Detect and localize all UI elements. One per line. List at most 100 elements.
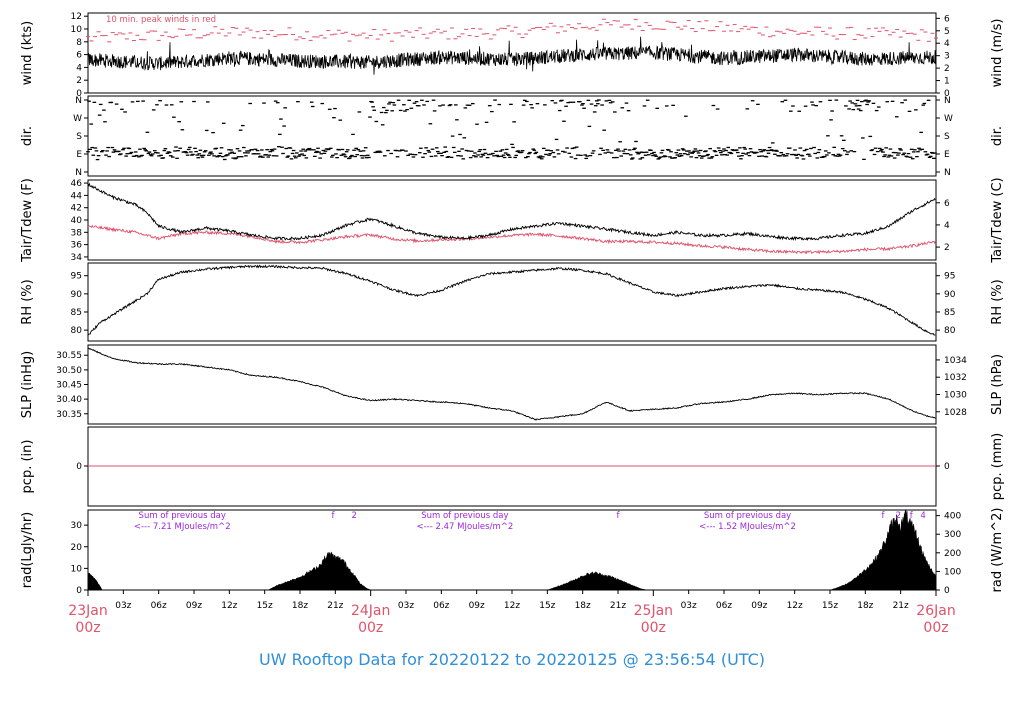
direction-panel	[87, 95, 937, 177]
y-tick-label: 80	[944, 326, 956, 336]
y-tick-label: 85	[71, 308, 82, 318]
x-tick-label: 06z	[433, 601, 449, 611]
y-tick-label: 100	[944, 567, 961, 577]
x-tick-label: 21z	[327, 601, 343, 611]
x-tick-label: 12z	[504, 601, 520, 611]
x-tick-label: 03z	[398, 601, 414, 611]
y-label-right: pcp. (mm)	[990, 433, 1005, 500]
y-tick-label: 30.50	[56, 366, 82, 376]
y-tick-label: 36	[71, 241, 83, 251]
radiation-annotation: f	[910, 511, 914, 521]
radiation-area	[87, 551, 371, 591]
x-tick-label: 15z	[257, 601, 273, 611]
y-tick-label: 6	[944, 199, 950, 209]
x-tick-label: 18z	[857, 601, 873, 611]
y-tick-label: 200	[944, 549, 961, 559]
radiation-area	[829, 510, 937, 591]
wind-annotation: 10 min. peak winds in red	[106, 15, 216, 25]
x-tick-label: 09z	[186, 601, 202, 611]
x-tick-label: 03z	[681, 601, 697, 611]
radiation-annotation: 4	[920, 511, 925, 521]
y-tick-label: 46	[71, 179, 83, 189]
x-tick-label: 18z	[575, 601, 591, 611]
direction-series	[86, 99, 937, 161]
y-tick-label: 1	[944, 77, 950, 87]
y-label-right: SLP (hPa)	[990, 354, 1005, 415]
y-tick-label: 1028	[944, 408, 967, 418]
x-tick-label: 09z	[469, 601, 485, 611]
y-label-left: dir.	[20, 126, 35, 146]
y-label-left: pcp. (in)	[20, 440, 35, 494]
radiation-annotation: 2	[896, 511, 901, 521]
radiation-annotation: Sum of previous day	[421, 511, 508, 521]
y-label-left: Tair/Tdew (F)	[20, 178, 35, 263]
x-hour-label: 00z	[641, 620, 666, 636]
y-tick-label: 2	[944, 243, 950, 253]
y-tick-label: 42	[71, 204, 82, 214]
y-tick-label: N	[75, 96, 82, 106]
series-line-tair	[87, 182, 936, 242]
gust-series	[86, 18, 938, 43]
y-tick-label: N	[944, 96, 951, 106]
y-tick-label: 0	[76, 462, 82, 472]
y-tick-label: 44	[71, 191, 83, 201]
y-tick-label: 85	[944, 308, 955, 318]
y-tick-label: 0	[76, 586, 82, 596]
y-tick-label: 0	[76, 89, 82, 99]
y-tick-label: 0	[944, 89, 950, 99]
wind-speed-line	[87, 36, 936, 75]
radiation-annotation: f	[617, 511, 621, 521]
x-tick-label: 03z	[115, 601, 131, 611]
y-tick-label: 2	[76, 76, 82, 86]
slp-line	[87, 347, 936, 421]
radiation-annotation: f	[331, 511, 335, 521]
x-day-label: 25Jan	[634, 603, 673, 619]
x-day-label: 26Jan	[916, 603, 955, 619]
y-tick-label: 80	[71, 326, 83, 336]
y-tick-label: 95	[71, 272, 82, 282]
y-tick-label: W	[73, 114, 82, 124]
y-tick-label: 34	[71, 253, 83, 263]
y-tick-label: 12	[71, 12, 82, 22]
y-tick-label: N	[75, 168, 82, 178]
temperature-panel	[87, 179, 937, 261]
y-tick-label: 20	[71, 543, 83, 553]
radiation-area	[547, 571, 648, 591]
y-tick-label: 3	[944, 52, 950, 62]
y-label-right: rad (W/m^2)	[990, 508, 1005, 593]
y-tick-label: E	[944, 150, 950, 160]
y-label-left: rad(Lgly/hr)	[20, 512, 35, 588]
x-hour-label: 00z	[923, 620, 948, 636]
y-tick-label: S	[944, 132, 950, 142]
radiation-annotation: <--- 2.47 MJoules/m^2	[416, 522, 513, 532]
y-tick-label: 1032	[944, 373, 967, 383]
y-tick-label: 30.40	[56, 395, 82, 405]
x-tick-label: 21z	[610, 601, 626, 611]
x-tick-label: 15z	[539, 601, 555, 611]
x-tick-label: 06z	[151, 601, 167, 611]
y-tick-label: 10	[71, 25, 83, 35]
y-tick-label: 5	[944, 27, 950, 37]
radiation-annotation: Sum of previous day	[139, 511, 226, 521]
y-tick-label: 30.55	[56, 351, 82, 361]
y-tick-label: N	[944, 168, 951, 178]
y-label-right: wind (m/s)	[990, 19, 1005, 88]
radiation-annotation: Sum of previous day	[704, 511, 791, 521]
y-tick-label: 10	[71, 564, 83, 574]
y-tick-label: 4	[76, 63, 82, 73]
y-label-right: Tair/Tdew (C)	[990, 177, 1005, 263]
y-label-left: RH (%)	[20, 279, 35, 324]
y-tick-label: 30	[71, 521, 83, 531]
y-tick-label: 30.45	[56, 381, 82, 391]
x-tick-label: 15z	[822, 601, 838, 611]
x-hour-label: 00z	[75, 620, 100, 636]
slp-panel	[87, 344, 937, 425]
y-tick-label: 0	[944, 462, 950, 472]
y-label-left: SLP (inHg)	[20, 351, 35, 419]
y-tick-label: E	[76, 150, 82, 160]
y-label-right: RH (%)	[990, 279, 1005, 324]
y-tick-label: 2	[944, 64, 950, 74]
x-tick-label: 09z	[751, 601, 767, 611]
